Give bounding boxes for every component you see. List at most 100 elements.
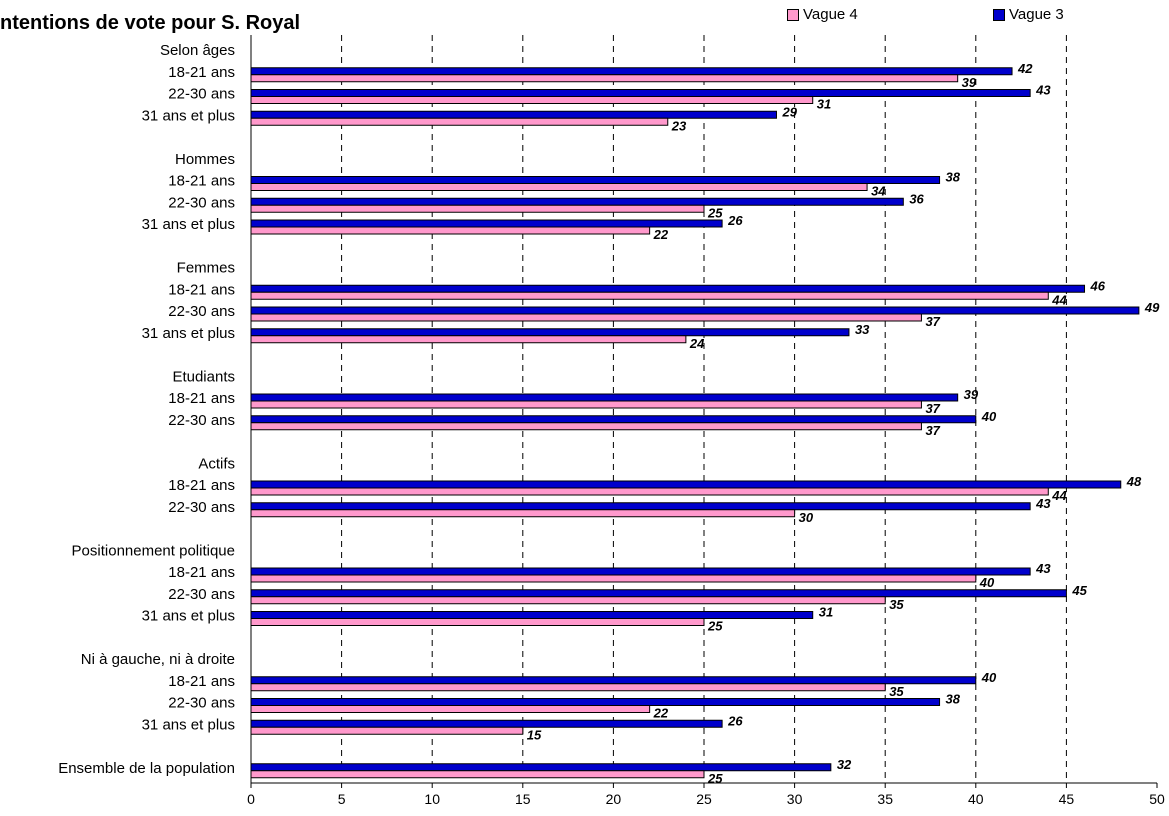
bar-vague-3 <box>250 306 1140 315</box>
bar-vague-4 <box>250 204 705 213</box>
bar-vague-4 <box>250 596 886 605</box>
data-label-vague-3: 40 <box>981 670 997 685</box>
x-tick-label: 10 <box>424 791 440 807</box>
data-label-vague-3: 45 <box>1071 583 1087 598</box>
data-label-vague-4: 22 <box>653 227 669 242</box>
bar-vague-4 <box>250 313 922 322</box>
category-label: 22-30 ans <box>168 499 235 516</box>
bar-vague-3 <box>250 110 777 119</box>
bar-vague-4 <box>250 726 524 735</box>
x-tick-label: 50 <box>1149 791 1165 807</box>
bar-vague-3 <box>250 567 1031 576</box>
data-label-vague-3: 48 <box>1126 474 1142 489</box>
data-label-vague-3: 49 <box>1144 300 1160 315</box>
data-label-vague-3: 43 <box>1035 496 1051 511</box>
x-tick-label: 5 <box>338 791 346 807</box>
category-header-label: Femmes <box>177 260 235 277</box>
bar-vague-4 <box>250 335 687 344</box>
bar-vague-3 <box>250 589 1067 598</box>
category-header-label: Positionnement politique <box>72 542 235 559</box>
data-label-vague-4: 25 <box>707 205 723 220</box>
legend-item-vague-3: Vague 3 <box>993 6 1064 23</box>
data-label-vague-4: 37 <box>925 314 940 329</box>
bar-vague-3 <box>250 393 959 402</box>
category-label: 31 ans et plus <box>142 216 235 233</box>
data-label-vague-3: 39 <box>964 387 979 402</box>
data-label-vague-4: 37 <box>925 423 940 438</box>
bar-vague-3 <box>250 719 723 728</box>
data-label-vague-3: 31 <box>819 605 833 620</box>
data-label-vague-4: 44 <box>1051 488 1067 503</box>
data-label-vague-4: 25 <box>707 771 723 786</box>
bar-vague-3 <box>250 176 941 184</box>
category-label: 22-30 ans <box>168 86 235 103</box>
x-tick-label: 35 <box>877 791 893 807</box>
data-label-vague-4: 37 <box>925 401 940 416</box>
data-label-vague-3: 29 <box>781 104 797 119</box>
data-label-vague-4: 15 <box>527 727 542 742</box>
legend-swatch-vague-3 <box>993 8 1005 21</box>
bar-vague-3 <box>250 67 1013 76</box>
data-label-vague-4: 31 <box>817 97 831 112</box>
x-tick-label: 40 <box>968 791 984 807</box>
bar-vague-3 <box>250 415 977 424</box>
data-label-vague-3: 38 <box>946 692 961 707</box>
data-label-vague-3: 46 <box>1090 278 1106 293</box>
data-label-vague-4: 39 <box>962 75 977 90</box>
x-tick-label: 25 <box>696 791 712 807</box>
data-label-vague-4: 24 <box>689 336 705 351</box>
data-label-vague-4: 30 <box>799 510 814 525</box>
legend-label-vague-4: Vague 4 <box>803 6 858 23</box>
category-label: 22-30 ans <box>168 412 235 429</box>
bar-vague-4 <box>250 96 814 104</box>
category-label: 18-21 ans <box>168 673 235 690</box>
bar-vague-4 <box>250 618 705 626</box>
bar-vague-3 <box>250 676 977 685</box>
bar-vague-4 <box>250 574 977 583</box>
data-label-vague-4: 25 <box>707 619 723 634</box>
data-label-vague-3: 33 <box>855 322 870 337</box>
bar-vague-4 <box>250 183 868 191</box>
chart-title: ntentions de vote pour S. Royal <box>0 12 301 34</box>
x-tick-label: 20 <box>606 791 622 807</box>
bar-vague-3 <box>250 698 941 706</box>
data-label-vague-4: 35 <box>889 684 904 699</box>
bar-vague-4 <box>250 226 651 235</box>
bar-vague-4 <box>250 487 1049 496</box>
bar-vague-3 <box>250 328 850 337</box>
bar-vague-4 <box>250 74 959 83</box>
bar-vague-3 <box>250 89 1031 97</box>
category-label: 31 ans et plus <box>142 325 235 342</box>
category-header-label: Etudiants <box>172 368 235 385</box>
bar-vague-3 <box>250 611 814 619</box>
category-label: 22-30 ans <box>168 586 235 603</box>
legend-label-vague-3: Vague 3 <box>1009 6 1064 23</box>
category-label: 18-21 ans <box>168 477 235 494</box>
category-label: 18-21 ans <box>168 564 235 581</box>
category-label: 18-21 ans <box>168 390 235 407</box>
bar-vague-3 <box>250 284 1086 293</box>
bar-vague-4 <box>250 509 796 518</box>
category-label: 22-30 ans <box>168 194 235 211</box>
data-label-vague-3: 40 <box>981 409 997 424</box>
legend-swatch-vague-4 <box>787 8 799 21</box>
x-tick-label: 45 <box>1059 791 1075 807</box>
bar-vague-3 <box>250 480 1122 489</box>
category-label: 18-21 ans <box>168 173 235 190</box>
bar-vague-4 <box>250 683 886 692</box>
category-header-label: Ni à gauche, ni à droite <box>81 651 235 668</box>
data-label-vague-4: 34 <box>871 184 886 199</box>
x-tick-label: 15 <box>515 791 531 807</box>
category-label: 22-30 ans <box>168 303 235 320</box>
category-label: 31 ans et plus <box>142 107 235 124</box>
data-label-vague-3: 26 <box>727 713 743 728</box>
bar-vague-4 <box>250 400 922 409</box>
category-label: 18-21 ans <box>168 281 235 298</box>
bar-vague-4 <box>250 291 1049 300</box>
bar-vague-3 <box>250 502 1031 511</box>
data-label-vague-3: 26 <box>727 213 743 228</box>
data-label-vague-3: 43 <box>1035 561 1051 576</box>
data-label-vague-3: 42 <box>1017 61 1033 76</box>
data-label-vague-3: 43 <box>1035 83 1051 98</box>
category-label: 31 ans et plus <box>142 716 235 733</box>
